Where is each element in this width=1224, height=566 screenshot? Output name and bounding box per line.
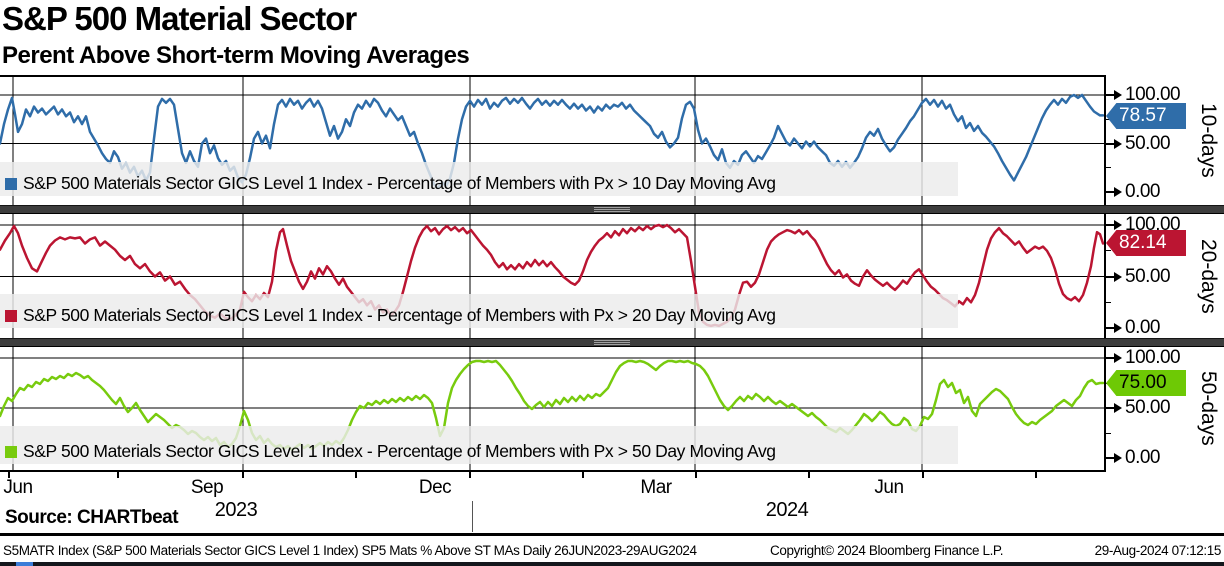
- source-label: Source: CHARTbeat: [5, 507, 179, 528]
- y-tick-line: [1105, 357, 1116, 359]
- panel-10-days: S&P 500 Materials Sector GICS Level 1 In…: [0, 75, 1224, 205]
- panel-axis-title: 10-days: [1197, 102, 1220, 178]
- y-tick-label: 0.00: [1125, 181, 1160, 202]
- x-tick: [808, 472, 810, 478]
- y-tick-arrow-icon: [1114, 90, 1122, 100]
- chart-top-border: [0, 75, 1106, 77]
- last-value-tag: 75.00: [1106, 370, 1186, 396]
- taskbar-edge: [0, 562, 1224, 566]
- y-tick-arrow-icon: [1114, 187, 1122, 197]
- y-tick-arrow-icon: [1114, 353, 1122, 363]
- panel-axis-title: 20-days: [1197, 238, 1220, 314]
- panel-axis-title: 50-days: [1197, 371, 1220, 446]
- footer-divider: [0, 533, 1224, 536]
- x-tick: [117, 472, 119, 478]
- y-tick-line: [1105, 407, 1116, 409]
- line-plot-20-day[interactable]: [0, 214, 1224, 338]
- y-tick-label: 100.00: [1125, 214, 1181, 235]
- last-value-tag: 82.14: [1106, 230, 1186, 256]
- legend-band: S&P 500 Materials Sector GICS Level 1 In…: [0, 426, 958, 464]
- y-minor-tick: [1105, 250, 1111, 252]
- y-tick-label: 50.00: [1125, 265, 1171, 287]
- drag-handle-icon[interactable]: [594, 207, 630, 212]
- y-minor-tick: [1105, 167, 1111, 169]
- x-year-label: 2024: [765, 499, 809, 521]
- legend-label: S&P 500 Materials Sector GICS Level 1 In…: [23, 305, 776, 325]
- y-tick-arrow-icon: [1114, 220, 1122, 230]
- x-month-label: Mar: [640, 477, 672, 498]
- y-tick-arrow-icon: [1114, 138, 1122, 149]
- panel-divider[interactable]: [0, 205, 1224, 214]
- x-month-label: Jun: [3, 477, 33, 498]
- x-tick: [922, 472, 924, 478]
- y-tick-arrow-icon: [1114, 271, 1122, 282]
- panel-divider[interactable]: [0, 338, 1224, 347]
- y-tick-line: [1105, 224, 1116, 226]
- y-tick-label: 50.00: [1125, 132, 1171, 154]
- y-tick-label: 100.00: [1125, 84, 1181, 105]
- x-month-label: Jun: [874, 477, 904, 498]
- year-separator-line: [472, 501, 473, 532]
- last-value-tag: 78.57: [1106, 103, 1186, 129]
- x-tick: [1035, 472, 1037, 478]
- x-tick: [242, 472, 244, 478]
- x-tick: [355, 472, 357, 478]
- line-plot-10-day[interactable]: [0, 75, 1224, 205]
- series-line: [0, 93, 1105, 190]
- legend-label: S&P 500 Materials Sector GICS Level 1 In…: [23, 173, 776, 193]
- x-month-label: Sep: [190, 477, 224, 498]
- drag-handle-icon[interactable]: [594, 340, 630, 345]
- x-tick: [695, 472, 697, 478]
- y-tick-arrow-icon: [1114, 403, 1122, 413]
- y-minor-tick: [1105, 301, 1111, 303]
- legend-swatch-icon: [5, 446, 17, 458]
- legend-label: S&P 500 Materials Sector GICS Level 1 In…: [23, 441, 776, 461]
- x-tick: [8, 472, 10, 478]
- taskbar-app-icon: [16, 562, 33, 566]
- y-tick-arrow-icon: [1114, 323, 1122, 333]
- y-tick-line: [1105, 94, 1116, 96]
- y-tick-label: 0.00: [1125, 317, 1160, 338]
- y-minor-tick: [1105, 118, 1111, 120]
- y-minor-tick: [1105, 432, 1111, 434]
- y-tick-line: [1105, 275, 1116, 278]
- panel-20-days: S&P 500 Materials Sector GICS Level 1 In…: [0, 214, 1224, 338]
- y-tick-line: [1105, 191, 1116, 193]
- footer-disclaimer: S5MATR Index (S&P 500 Materials Sector G…: [3, 543, 697, 558]
- footer-timestamp: 29-Aug-2024 07:12:15: [1094, 543, 1222, 558]
- chart-subtitle: Perent Above Short-term Moving Averages: [2, 42, 470, 69]
- x-month-label: Dec: [418, 477, 452, 498]
- legend-band: S&P 500 Materials Sector GICS Level 1 In…: [0, 162, 958, 196]
- y-tick-line: [1105, 457, 1116, 459]
- footer-copyright: Copyright© 2024 Bloomberg Finance L.P.: [770, 543, 1004, 558]
- chart-title: S&P 500 Material Sector: [2, 0, 357, 37]
- y-tick-label: 100.00: [1125, 347, 1181, 368]
- y-axis-spine: [1104, 75, 1106, 470]
- y-tick-arrow-icon: [1114, 453, 1122, 463]
- y-tick-label: 0.00: [1125, 447, 1160, 468]
- legend-swatch-icon: [5, 310, 17, 322]
- x-axis-line: [0, 470, 1106, 472]
- x-year-label: 2023: [214, 499, 258, 521]
- y-tick-line: [1105, 142, 1116, 145]
- y-tick-label: 50.00: [1125, 397, 1171, 418]
- x-tick: [582, 472, 584, 478]
- y-tick-line: [1105, 327, 1116, 329]
- legend-swatch-icon: [5, 178, 17, 190]
- panel-50-days: S&P 500 Materials Sector GICS Level 1 In…: [0, 347, 1224, 470]
- x-tick: [469, 472, 471, 478]
- legend-band: S&P 500 Materials Sector GICS Level 1 In…: [0, 294, 958, 328]
